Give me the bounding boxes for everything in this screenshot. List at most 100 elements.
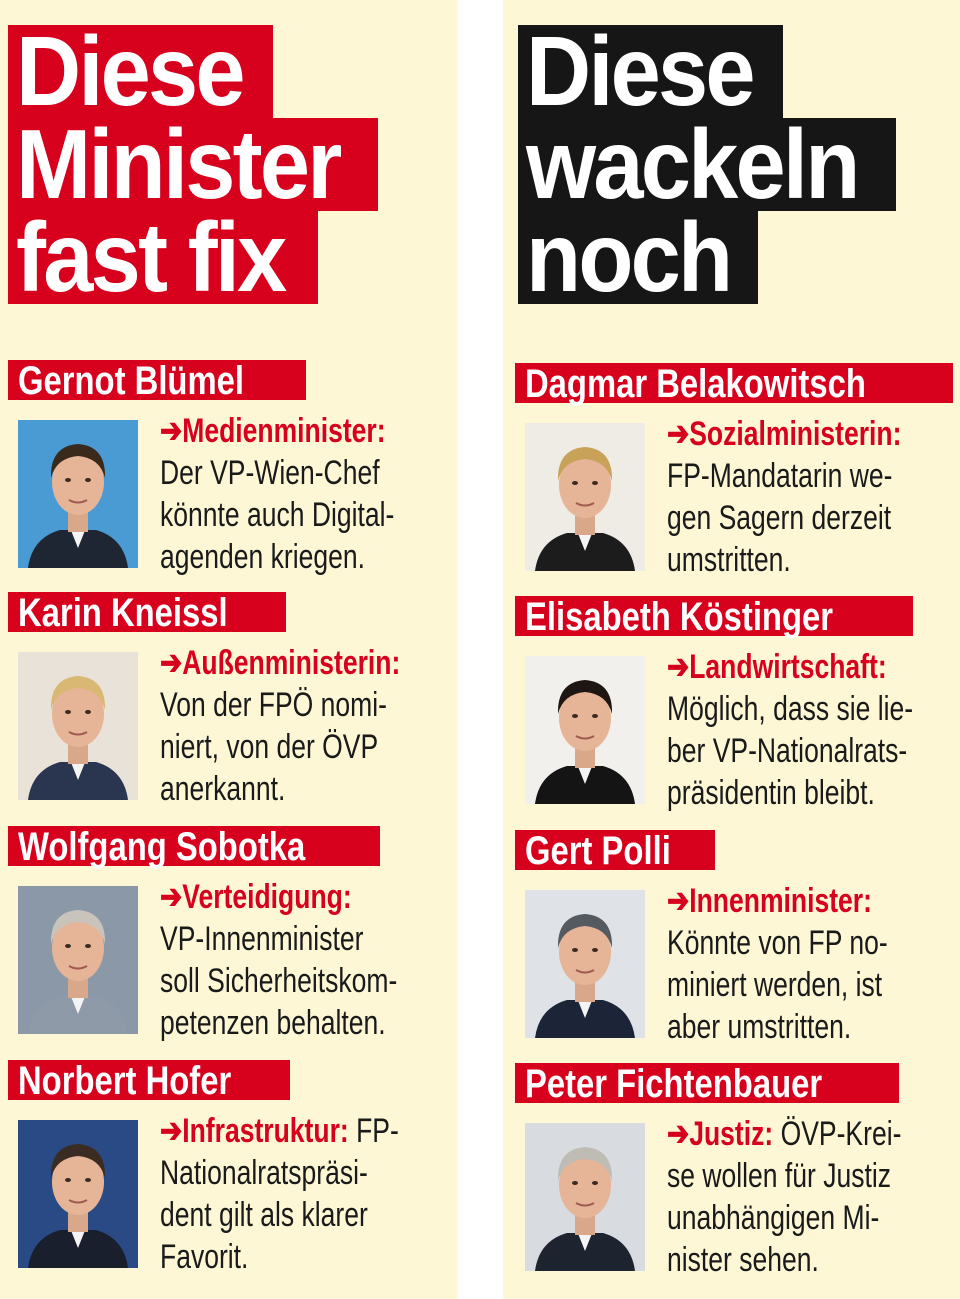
arrow-right-icon: ➔ bbox=[160, 1112, 183, 1150]
minister-entry: Wolfgang Sobotka ➔Verteidigung: VP-Innenm… bbox=[8, 826, 453, 1056]
description: ➔Außenministerin: Von der FPÖ nomi-niert,… bbox=[160, 642, 449, 810]
description-text: FP- bbox=[348, 1112, 399, 1150]
name-bar: Wolfgang Sobotka bbox=[8, 825, 381, 869]
headline-box: Minister bbox=[8, 109, 378, 219]
arrow-right-icon: ➔ bbox=[667, 882, 690, 920]
portrait-photo bbox=[525, 656, 645, 804]
portrait-photo bbox=[18, 420, 138, 568]
description-line: dent gilt als klarer bbox=[160, 1196, 368, 1234]
description-line: soll Sicherheitskom- bbox=[160, 962, 398, 1000]
name-bar: Gernot Blümel bbox=[8, 360, 306, 402]
headline-line: wackeln bbox=[518, 109, 897, 219]
minister-name: Wolfgang Sobotka bbox=[18, 825, 306, 869]
description-text: ÖVP-Krei- bbox=[773, 1115, 902, 1153]
headline: Diese Minister fast fix bbox=[8, 16, 378, 312]
portrait-photo bbox=[525, 890, 645, 1038]
description-line: VP-Innenminister bbox=[160, 920, 364, 958]
minister-entry: Norbert Hofer ➔Infrastruktur: FP- Nationa… bbox=[8, 1060, 453, 1290]
description-line: ➔Justiz: ÖVP-Krei- bbox=[667, 1113, 956, 1155]
description: ➔Justiz: ÖVP-Krei-se wollen für Justiz un… bbox=[667, 1113, 956, 1281]
description-line: ➔Sozialministerin: bbox=[667, 413, 956, 455]
minister-entry: Peter Fichtenbauer ➔Justiz: ÖVP-Krei-se … bbox=[515, 1063, 960, 1293]
headline-text: Diese bbox=[526, 16, 756, 126]
headline-text: Diese bbox=[16, 16, 246, 126]
description-line: unabhängigen Mi- bbox=[667, 1199, 880, 1237]
name-bar: Dagmar Belakowitsch bbox=[515, 362, 953, 406]
minister-name: Gert Polli bbox=[525, 829, 671, 873]
arrow-right-icon: ➔ bbox=[160, 412, 183, 450]
minister-name: Peter Fichtenbauer bbox=[525, 1062, 823, 1106]
headline-line: Diese bbox=[518, 16, 896, 126]
name-bar: Gert Polli bbox=[515, 829, 715, 873]
description-line: se wollen für Justiz bbox=[667, 1157, 892, 1195]
headline-text: noch bbox=[526, 202, 733, 312]
minister-entry: Gernot Blümel ➔Medienminister: Der VP-Wie… bbox=[8, 360, 453, 590]
description-line: ➔Verteidigung: bbox=[160, 876, 449, 918]
description-line: gen Sagern derzeit bbox=[667, 499, 892, 537]
headline: Diese wackeln noch bbox=[518, 16, 897, 312]
description-line: petenzen behalten. bbox=[160, 1004, 386, 1042]
headline-line: noch bbox=[518, 202, 896, 312]
headline-line: Minister bbox=[8, 109, 378, 219]
role-label: Medienminister: bbox=[182, 412, 386, 450]
headline-text: fast fix bbox=[16, 202, 287, 312]
description-line: könnte auch Digital- bbox=[160, 496, 395, 534]
headline-box: Diese bbox=[8, 16, 273, 126]
description-line: ➔Innenminister: bbox=[667, 880, 956, 922]
arrow-right-icon: ➔ bbox=[667, 648, 690, 686]
description-line: miniert werden, ist bbox=[667, 966, 883, 1004]
role-label: Infrastruktur: bbox=[182, 1112, 349, 1150]
description-line: ➔Medienminister: bbox=[160, 410, 449, 452]
column-wackeln: Diese wackeln noch Dagmar Belakowitsch ➔So… bbox=[503, 0, 960, 1299]
description-line: Von der FPÖ nomi- bbox=[160, 686, 387, 724]
name-bar: Norbert Hofer bbox=[8, 1059, 291, 1103]
role-label: Landwirtschaft: bbox=[689, 648, 887, 686]
description-line: aber umstritten. bbox=[667, 1008, 852, 1046]
minister-entry: Karin Kneissl ➔Außenministerin: Von der F… bbox=[8, 592, 453, 822]
description-line: Der VP-Wien-Chef bbox=[160, 454, 380, 492]
headline-box: fast fix bbox=[8, 202, 318, 312]
portrait-photo bbox=[18, 1120, 138, 1268]
minister-name: Norbert Hofer bbox=[18, 1059, 232, 1103]
headline-text: wackeln bbox=[526, 109, 860, 219]
portrait-photo bbox=[525, 423, 645, 571]
description-line: ber VP-Nationalrats- bbox=[667, 732, 908, 770]
headline-box: noch bbox=[518, 202, 759, 312]
description-line: Nationalratspräsi- bbox=[160, 1154, 368, 1192]
minister-name: Dagmar Belakowitsch bbox=[525, 362, 866, 406]
description-line: ➔Außenministerin: bbox=[160, 642, 449, 684]
description-line: anerkannt. bbox=[160, 770, 286, 808]
description: ➔Infrastruktur: FP- Nationalratspräsi-den… bbox=[160, 1110, 449, 1278]
description-line: FP-Mandatarin we- bbox=[667, 457, 893, 495]
description-line: ➔Infrastruktur: FP- bbox=[160, 1110, 449, 1152]
headline-box: wackeln bbox=[518, 109, 897, 219]
description: ➔Landwirtschaft: Möglich, dass sie lie-be… bbox=[667, 646, 956, 814]
arrow-right-icon: ➔ bbox=[160, 878, 183, 916]
headline-line: fast fix bbox=[8, 202, 378, 312]
headline-line: Diese bbox=[8, 16, 378, 126]
portrait-photo bbox=[18, 652, 138, 800]
minister-entry: Dagmar Belakowitsch ➔Sozialministerin: FP… bbox=[515, 363, 960, 593]
role-label: Verteidigung: bbox=[182, 878, 352, 916]
arrow-right-icon: ➔ bbox=[160, 644, 183, 682]
role-label: Innenminister: bbox=[689, 882, 872, 920]
arrow-right-icon: ➔ bbox=[667, 1115, 690, 1153]
role-label: Sozialministerin: bbox=[689, 415, 902, 453]
column-fix: Diese Minister fast fix Gernot Blümel ➔Med… bbox=[0, 0, 457, 1299]
description: ➔Innenminister: Könnte von FP no-miniert … bbox=[667, 880, 956, 1048]
description: ➔Sozialministerin: FP-Mandatarin we-gen S… bbox=[667, 413, 956, 581]
minister-entry: Gert Polli ➔Innenminister: Könnte von FP … bbox=[515, 830, 960, 1060]
description-line: nister sehen. bbox=[667, 1241, 819, 1279]
headline-text: Minister bbox=[16, 109, 342, 219]
minister-name: Elisabeth Köstinger bbox=[525, 595, 834, 639]
arrow-right-icon: ➔ bbox=[667, 415, 690, 453]
portrait-photo bbox=[18, 886, 138, 1034]
description-line: präsidentin bleibt. bbox=[667, 774, 875, 812]
headline-box: Diese bbox=[518, 16, 783, 126]
name-bar: Karin Kneissl bbox=[8, 592, 286, 634]
role-label: Außenministerin: bbox=[182, 644, 401, 682]
name-bar: Peter Fichtenbauer bbox=[515, 1062, 900, 1106]
description-line: agenden kriegen. bbox=[160, 538, 365, 576]
description-line: ➔Landwirtschaft: bbox=[667, 646, 956, 688]
description-line: umstritten. bbox=[667, 541, 791, 579]
